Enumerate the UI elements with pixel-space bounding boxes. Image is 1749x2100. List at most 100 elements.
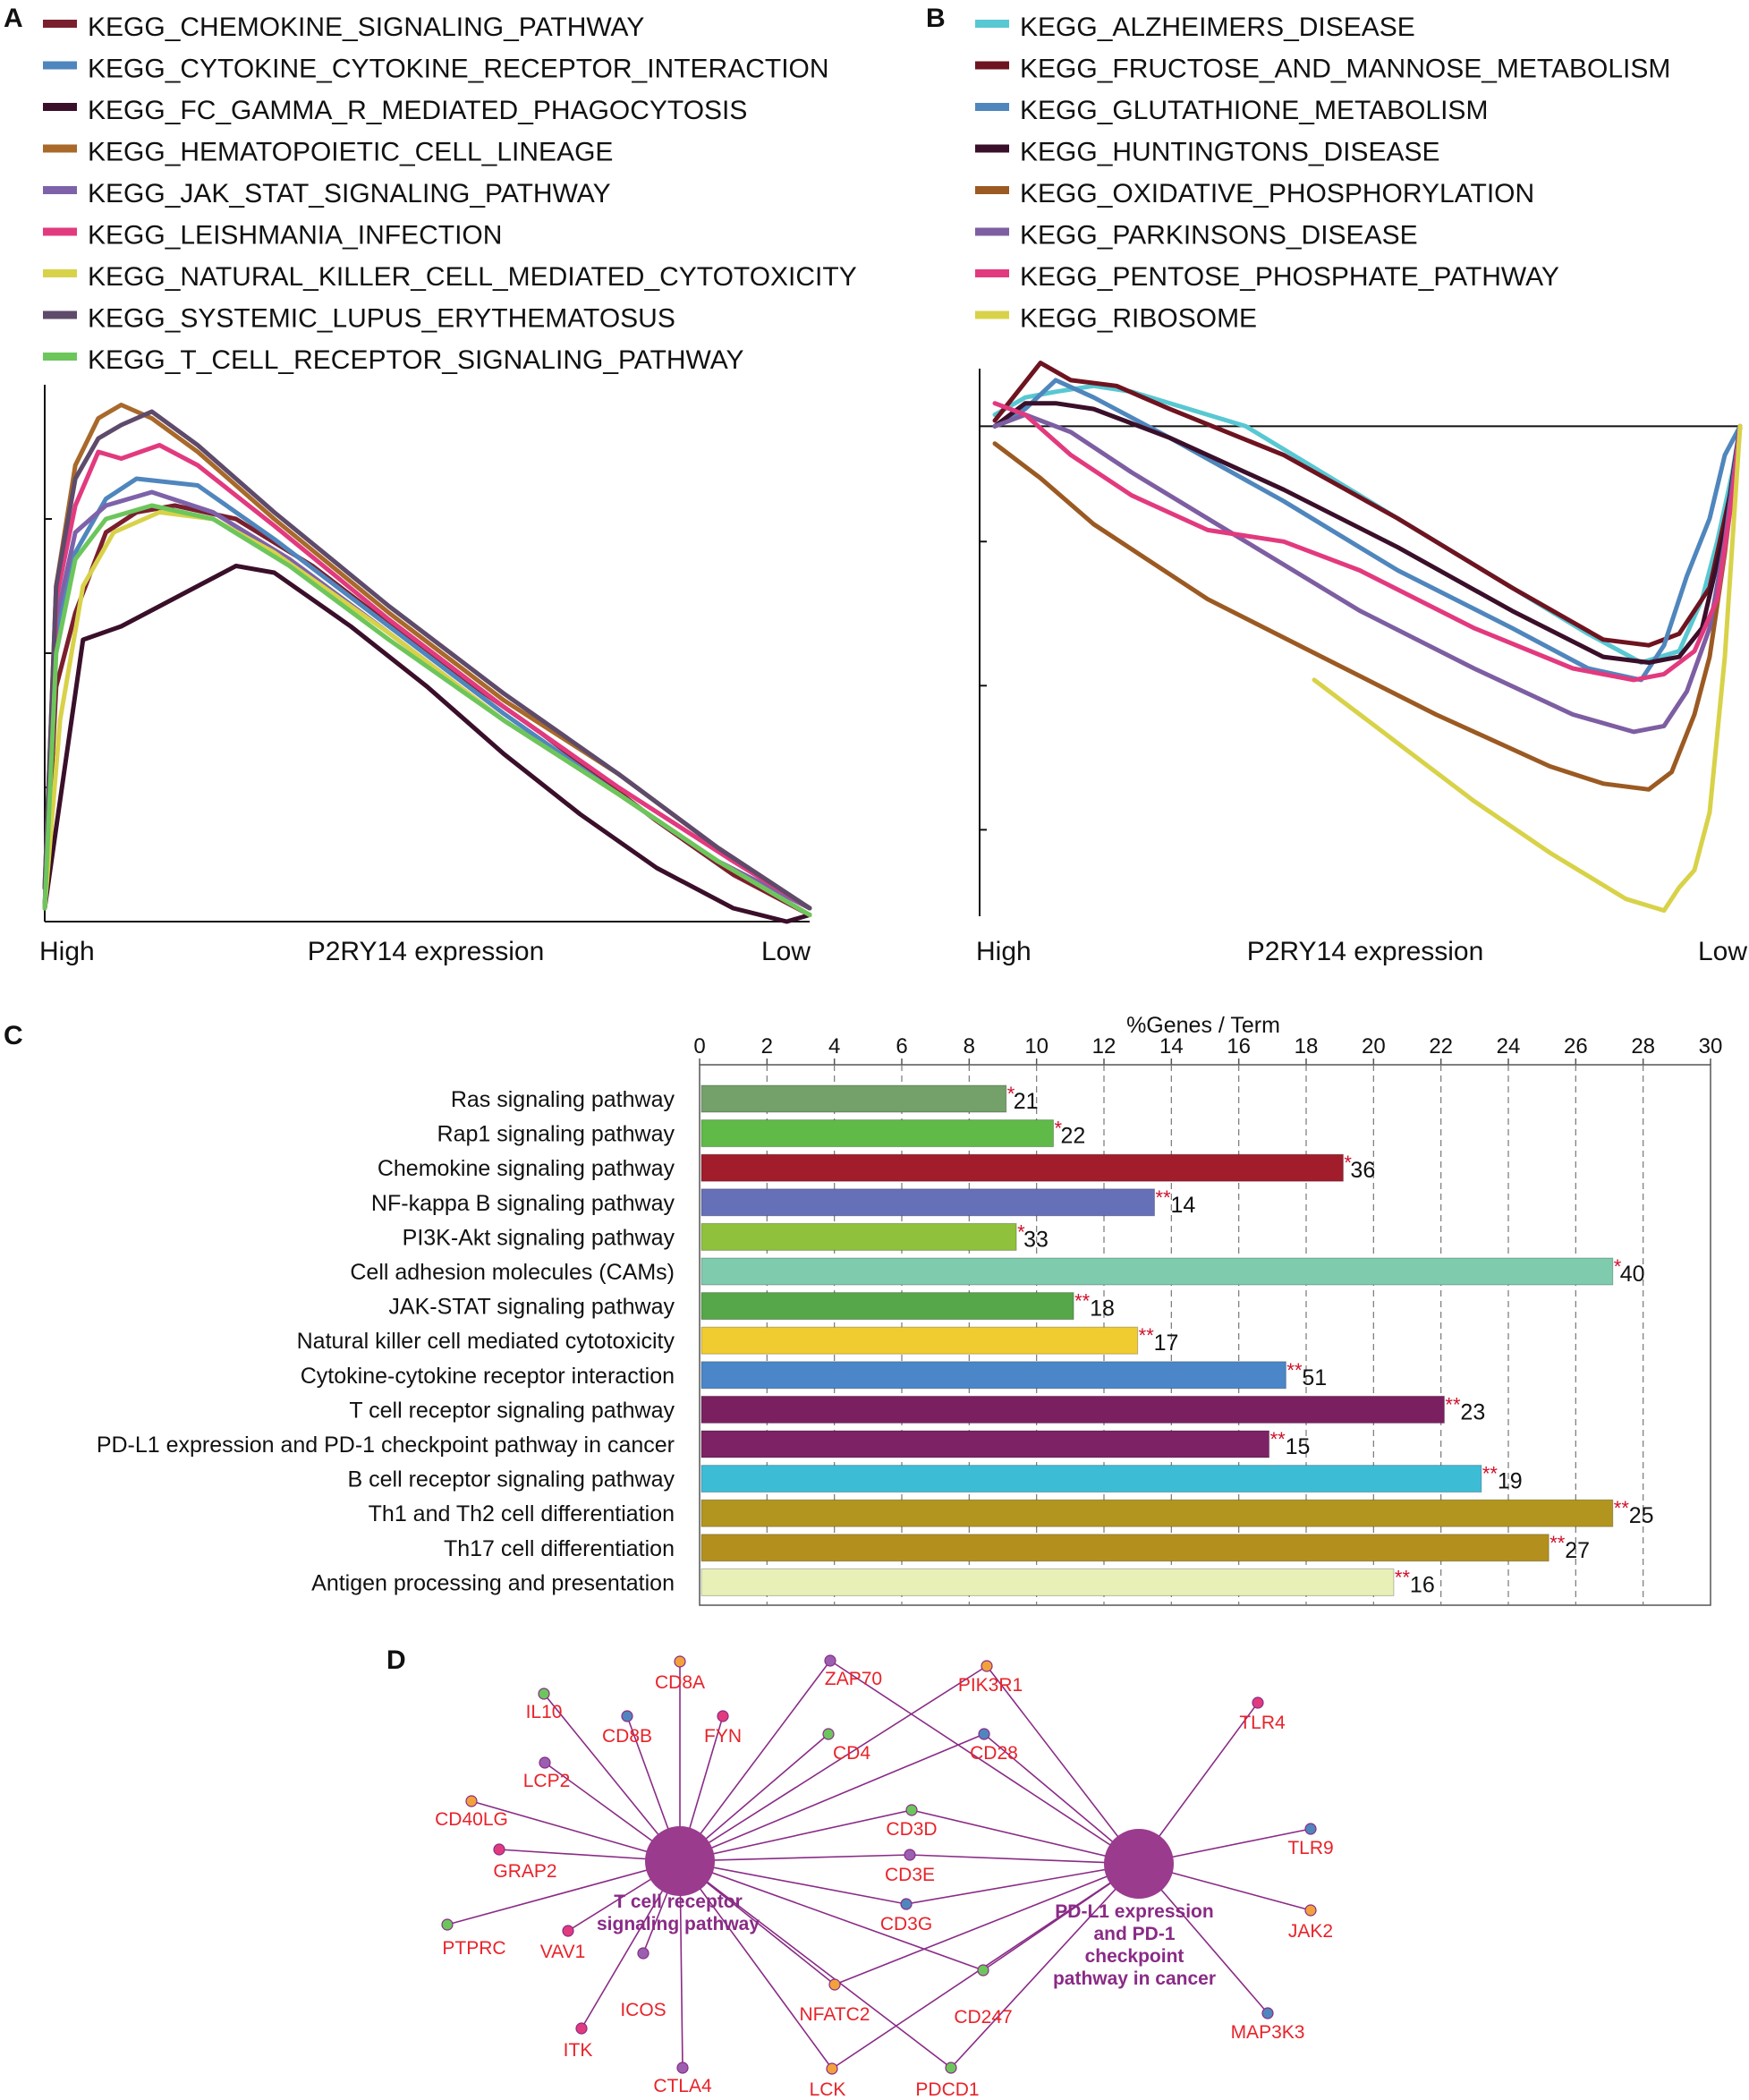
bar-axis-title: %Genes / Term (1126, 1013, 1280, 1038)
legend-label-kegg-fc-gamma-r-mediated-phagocytosis: KEGG_FC_GAMMA_R_MEDIATED_PHAGOCYTOSIS (88, 96, 747, 125)
legend-swatch-kegg-t-cell-receptor-signaling-pathway (43, 353, 77, 361)
gene-node-cd28 (978, 1728, 990, 1740)
legend-swatch-kegg-ribosome (975, 310, 1009, 319)
bar-category-label: Cytokine-cytokine receptor interaction (301, 1364, 675, 1389)
legend-swatch-kegg-oxidative-phosphorylation (975, 186, 1009, 194)
bar-nf-kappa-b-signaling-pathway (700, 1188, 1155, 1217)
panel-label-d: D (386, 1645, 406, 1675)
network-edge (679, 1860, 907, 1905)
bar-count-label: 25 (1629, 1503, 1654, 1528)
gene-node-zap70 (824, 1654, 836, 1667)
gene-node-itk (575, 2022, 588, 2035)
legend-label-kegg-oxidative-phosphorylation: KEGG_OXIDATIVE_PHOSPHORYLATION (1020, 179, 1534, 208)
bar-count-label: 22 (1061, 1124, 1086, 1149)
legend-label-kegg-natural-killer-cell-mediated-cytotoxicity: KEGG_NATURAL_KILLER_CELL_MEDIATED_CYTOTO… (88, 262, 857, 292)
bar-count-label: 33 (1023, 1227, 1049, 1252)
legend-swatch-kegg-parkinsons-disease (975, 227, 1009, 236)
legend-swatch-kegg-leishmania-infection (43, 227, 77, 236)
legend-swatch-kegg-jak-stat-signaling-pathway (43, 186, 77, 194)
bar-pi3k-akt-signaling-pathway (700, 1222, 1017, 1251)
gene-node-ctla4 (676, 2062, 689, 2074)
bar-significance-star: ** (1156, 1186, 1172, 1209)
hub-node-tcr (645, 1826, 715, 1896)
gene-label-cd8b: CD8B (602, 1726, 652, 1747)
legend-label-kegg-systemic-lupus-erythematosus: KEGG_SYSTEMIC_LUPUS_ERYTHEMATOSUS (88, 304, 675, 334)
bar-category-label: JAK-STAT signaling pathway (388, 1295, 675, 1320)
x-tick-label: 2 (761, 1034, 773, 1059)
bar-significance-star: * (1017, 1220, 1025, 1243)
network-edge (909, 1854, 1140, 1865)
bar-count-label: 21 (1014, 1089, 1039, 1114)
legend-label-kegg-t-cell-receptor-signaling-pathway: KEGG_T_CELL_RECEPTOR_SIGNALING_PATHWAY (88, 345, 744, 375)
bar-th1-and-th2-cell-differentiation (700, 1499, 1614, 1527)
gene-node-cd3g (900, 1898, 913, 1910)
panel-label-a: A (4, 4, 23, 33)
network-edge (905, 1863, 1140, 1905)
gene-label-lck: LCK (810, 2079, 846, 2100)
series-line-kegg-chemokine-signaling-pathway (42, 503, 812, 917)
network-edge (950, 1863, 1140, 2069)
bar-antigen-processing-and-presentation (700, 1568, 1395, 1596)
series-line-kegg-alzheimers-disease (992, 383, 1743, 665)
gene-label-il10: IL10 (526, 1702, 563, 1722)
legend-label-kegg-jak-stat-signaling-pathway: KEGG_JAK_STAT_SIGNALING_PATHWAY (88, 179, 611, 208)
gene-label-map3k3: MAP3K3 (1231, 2022, 1305, 2043)
legend-swatch-kegg-systemic-lupus-erythematosus (43, 310, 77, 319)
bar-category-label: Th17 cell differentiation (444, 1536, 675, 1561)
bar-category-label: T cell receptor signaling pathway (349, 1398, 675, 1423)
bar-category-label: Th1 and Th2 cell differentiation (369, 1501, 675, 1526)
legend-label-kegg-cytokine-cytokine-receptor-interaction: KEGG_CYTOKINE_CYTOKINE_RECEPTOR_INTERACT… (88, 55, 829, 84)
legend-label-kegg-parkinsons-disease: KEGG_PARKINSONS_DISEASE (1020, 221, 1418, 251)
x-tick-label: 24 (1497, 1034, 1521, 1059)
hub-label-tcr: T cell receptor signaling pathway (597, 1892, 760, 1934)
x-tick-label: 22 (1429, 1034, 1453, 1059)
network-edge (679, 1860, 952, 2069)
gene-label-grap2: GRAP2 (493, 1861, 556, 1882)
series-line-kegg-ribosome (1312, 423, 1743, 914)
gene-node-pik3r1 (981, 1660, 993, 1672)
series-line-kegg-systemic-lupus-erythematosus (42, 409, 812, 911)
bar-category-label: Cell adhesion molecules (CAMs) (350, 1260, 675, 1285)
gene-label-lcp2: LCP2 (523, 1771, 571, 1791)
bar-count-label: 15 (1286, 1434, 1311, 1459)
series-line-kegg-leishmania-infection (42, 443, 812, 911)
bar-chemokine-signaling-pathway (700, 1153, 1344, 1182)
bar-ras-signaling-pathway (700, 1084, 1007, 1113)
x-high-label-a: High (39, 937, 95, 966)
gene-node-tlr4 (1252, 1696, 1264, 1709)
legend-swatch-kegg-natural-killer-cell-mediated-cytotoxicity (43, 269, 77, 277)
legend-label-kegg-alzheimers-disease: KEGG_ALZHEIMERS_DISEASE (1020, 13, 1415, 42)
legend-a: KEGG_CHEMOKINE_SIGNALING_PATHWAY KEGG_CYT… (43, 13, 857, 375)
hub-node-pdl1 (1104, 1829, 1174, 1899)
legend-label-kegg-fructose-and-mannose-metabolism: KEGG_FRUCTOSE_AND_MANNOSE_METABOLISM (1020, 55, 1670, 84)
gene-label-cd247: CD247 (954, 2007, 1012, 2028)
series-line-kegg-fructose-and-mannose-metabolism (992, 361, 1743, 648)
bar-significance-star: * (1344, 1152, 1352, 1174)
gene-node-icos (637, 1947, 650, 1960)
bar-rap1-signaling-pathway (700, 1119, 1054, 1148)
network-edge (679, 1665, 988, 1862)
gene-label-pik3r1: PIK3R1 (958, 1675, 1023, 1696)
network-edge (679, 1854, 911, 1862)
gene-node-cd3d (905, 1804, 918, 1816)
gene-node-il10 (538, 1688, 550, 1700)
network-edge (446, 1860, 681, 1926)
bar-significance-star: ** (1139, 1324, 1155, 1347)
bar-chart-c: %Genes / Term 0 2 4 6 8 10 12 14 16 18 20 22 24 26 28 3… (97, 1013, 1722, 1606)
gene-label-icos: ICOS (620, 2000, 666, 2020)
network-edge (986, 1665, 1140, 1865)
bar-count-label: 14 (1171, 1193, 1196, 1218)
legend-swatch-kegg-glutathione-metabolism (975, 103, 1009, 111)
legend-swatch-kegg-chemokine-signaling-pathway (43, 20, 77, 28)
legend-label-kegg-pentose-phosphate-pathway: KEGG_PENTOSE_PHOSPHATE_PATHWAY (1020, 262, 1559, 292)
gene-label-cd8a: CD8A (655, 1672, 705, 1693)
x-tick-label: 12 (1092, 1034, 1116, 1059)
network-edge (679, 1860, 984, 1971)
x-tick-label: 10 (1024, 1034, 1049, 1059)
gene-label-fyn: FYN (704, 1726, 742, 1747)
network-edge (679, 1860, 833, 2070)
gene-label-tlr9: TLR9 (1287, 1838, 1333, 1858)
x-tick-label: 18 (1295, 1034, 1319, 1059)
network-edge (829, 1660, 1140, 1865)
series-line-kegg-glutathione-metabolism (992, 378, 1743, 683)
